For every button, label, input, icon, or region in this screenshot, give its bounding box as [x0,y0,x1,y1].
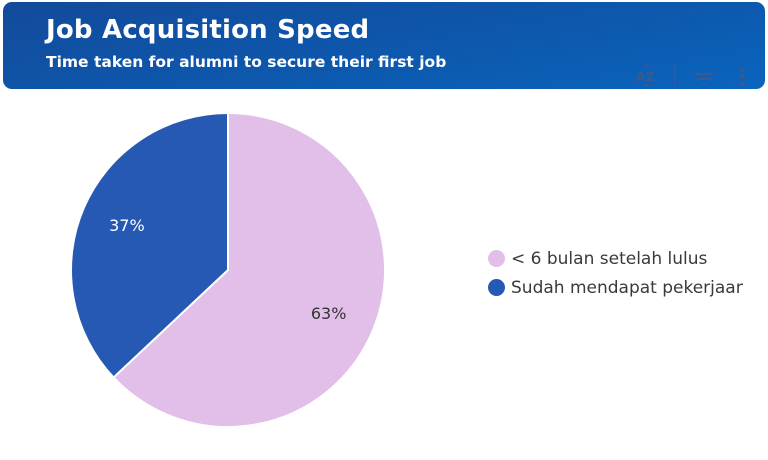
chart-header: Job Acquisition Speed Time taken for alu… [3,2,765,89]
chart-toolbar: A Z [615,62,765,92]
pie-slice[interactable] [70,111,229,379]
legend-swatch-blue [488,279,505,296]
chart-title: Job Acquisition Speed [46,15,370,45]
legend-label: < 6 bulan setelah lulus [511,248,708,269]
sort-az-icon[interactable]: A Z [635,64,657,92]
pie-slice[interactable] [112,111,386,428]
slice-label-37: 37% [109,216,145,236]
slice-label-63: 63% [310,303,347,323]
chart-legend: < 6 bulan setelah lulus Sudah mendapat p… [488,244,743,302]
legend-label: Sudah mendapat pekerjaan [511,277,743,298]
svg-text:A: A [636,70,646,84]
svg-text:Z: Z [646,70,655,84]
legend-swatch-pink [488,250,505,267]
legend-item-under-6-months[interactable]: < 6 bulan setelah lulus [488,244,743,273]
chart-subtitle: Time taken for alumni to secure their fi… [46,53,447,71]
filter-icon[interactable] [695,70,713,85]
legend-item-already-employed[interactable]: Sudah mendapat pekerjaan [488,273,743,302]
more-vertical-icon[interactable] [740,68,744,86]
toolbar-divider [674,64,675,86]
